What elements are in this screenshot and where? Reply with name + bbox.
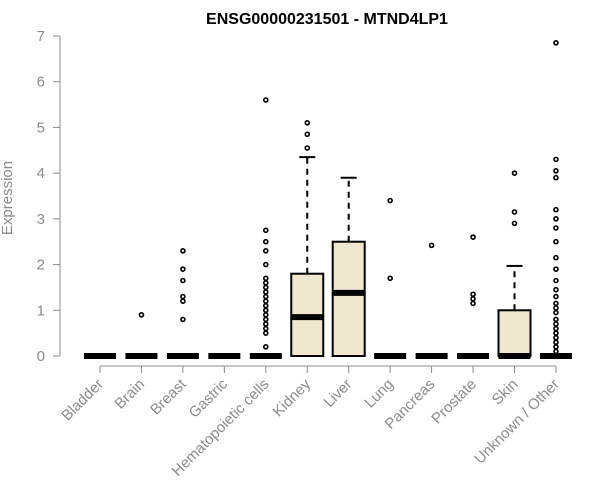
box-skin <box>497 170 532 359</box>
outlier-point <box>553 330 559 336</box>
x-tick-label: Bladder <box>58 376 107 425</box>
outlier-point <box>553 321 559 327</box>
outlier-point <box>553 206 559 213</box>
x-tick-label: Lung <box>361 376 397 412</box>
outlier-point <box>180 293 186 300</box>
x-tick-label: Brain <box>111 376 148 413</box>
outlier-point <box>553 339 559 346</box>
outlier-point <box>262 284 269 291</box>
outlier-point <box>553 238 559 245</box>
y-tick-label: 2 <box>37 257 45 274</box>
outlier-point <box>262 302 269 309</box>
outlier-point <box>304 145 311 151</box>
outlier-point <box>511 220 518 227</box>
x-tick-label: Kidney <box>270 375 315 420</box>
outlier-point <box>180 248 186 254</box>
outlier-point <box>553 156 559 163</box>
box-lung <box>374 197 407 359</box>
outlier-point <box>262 316 269 323</box>
outlier-point <box>428 242 435 249</box>
outlier-point <box>553 309 559 316</box>
box-pancreas <box>415 242 448 359</box>
outlier-point <box>262 293 269 300</box>
box-unknown-other <box>539 40 572 359</box>
x-tick-label: Liver <box>321 376 356 411</box>
outlier-point <box>262 97 269 103</box>
outlier-point <box>262 330 269 336</box>
outlier-point <box>262 289 269 295</box>
outlier-point <box>387 197 393 204</box>
box-breast <box>166 248 199 359</box>
outlier-point <box>553 293 559 300</box>
outlier-point <box>304 131 311 138</box>
outlier-point <box>262 312 269 318</box>
outlier-point <box>262 298 269 304</box>
y-tick-label: 4 <box>37 165 45 182</box>
outlier-point <box>180 277 186 284</box>
y-tick-label: 5 <box>37 119 45 136</box>
outlier-point <box>262 275 269 282</box>
outlier-point <box>553 305 559 311</box>
y-tick-label: 0 <box>37 348 45 365</box>
y-tick-label: 7 <box>37 28 45 45</box>
outlier-point <box>180 316 186 323</box>
outlier-point <box>470 234 476 240</box>
outlier-point <box>511 170 518 176</box>
y-tick-label: 6 <box>37 74 45 91</box>
y-axis-label: Expression <box>0 161 16 235</box>
outlier-point <box>262 307 269 314</box>
outlier-point <box>262 344 269 350</box>
x-tick-label: Prostate <box>428 376 480 428</box>
box-kidney <box>290 120 325 358</box>
x-tick-label: Breast <box>147 375 190 418</box>
outlier-point <box>553 216 559 222</box>
chart-title: ENSG00000231501 - MTND4LP1 <box>206 11 448 28</box>
outlier-point <box>553 266 559 272</box>
box-liver <box>331 176 366 357</box>
outlier-point <box>553 225 559 231</box>
x-tick-label: Skin <box>489 376 522 409</box>
outlier-point <box>262 238 269 245</box>
box-iqr <box>331 240 366 357</box>
outlier-point <box>262 227 269 234</box>
outlier-point <box>180 298 186 304</box>
y-tick-label: 1 <box>37 302 45 319</box>
outlier-point <box>553 168 559 174</box>
box-prostate <box>457 234 490 359</box>
outlier-point <box>553 325 559 332</box>
outlier-point <box>553 334 559 341</box>
outlier-point <box>553 348 559 355</box>
outlier-point <box>387 275 393 282</box>
outlier-point <box>553 286 559 293</box>
outlier-point <box>553 277 559 284</box>
outlier-point <box>262 280 269 286</box>
outlier-point <box>470 291 476 298</box>
outlier-point <box>553 254 559 261</box>
outlier-point <box>470 296 476 302</box>
outlier-point <box>553 344 559 350</box>
outlier-point <box>553 40 559 46</box>
outlier-point <box>511 209 518 215</box>
box-brain <box>125 312 158 359</box>
boxes-group <box>84 40 572 359</box>
box-hematopoietic-cells <box>249 97 282 359</box>
box-iqr <box>497 309 532 357</box>
outlier-point <box>553 316 559 323</box>
outlier-point <box>138 312 145 318</box>
outlier-point <box>262 321 269 327</box>
outlier-point <box>553 174 559 181</box>
outlier-point <box>304 120 311 126</box>
outlier-point <box>553 300 559 307</box>
outlier-point <box>262 261 269 268</box>
outlier-point <box>262 325 269 332</box>
outlier-point <box>180 266 186 272</box>
outlier-point <box>470 300 476 307</box>
outlier-point <box>262 248 269 254</box>
y-tick-label: 3 <box>37 211 45 228</box>
y-axis: 0 1 2 3 4 5 6 7 <box>37 28 61 365</box>
